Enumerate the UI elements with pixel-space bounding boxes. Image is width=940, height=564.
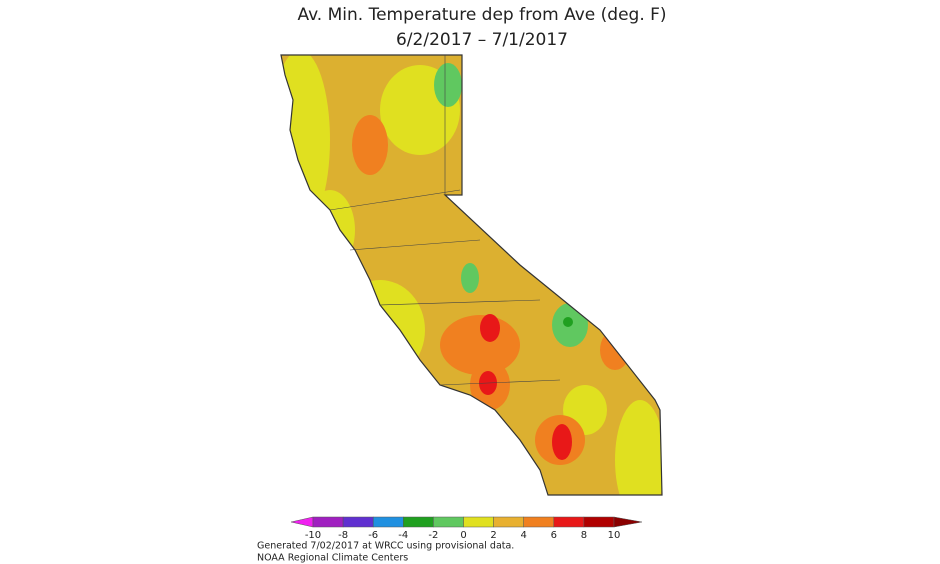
state-border: [280, 54, 663, 496]
colorbar-tick-label: 10: [608, 530, 621, 541]
colorbar-segment: [372, 516, 404, 528]
colorbar-tick-label: -2: [428, 530, 438, 541]
colorbar-segment: [553, 516, 585, 528]
colorbar-tick-label: -6: [368, 530, 378, 541]
colorbar-tick-label: -8: [338, 530, 348, 541]
colorbar-segment: [583, 516, 615, 528]
generated-note: Generated 7/02/2017 at WRCC using provis…: [257, 541, 514, 552]
colorbar-segment: [342, 516, 374, 528]
colorbar-tick-label: 0: [460, 530, 466, 541]
colorbar-tick-label: 4: [521, 530, 527, 541]
temperature-map: [281, 55, 662, 495]
colorbar-segment: [312, 516, 344, 528]
colorbar-tick-label: -4: [398, 530, 408, 541]
colorbar-arrow: [613, 516, 643, 528]
colorbar-segment: [493, 516, 524, 528]
colorbar-tick-label: 6: [551, 530, 557, 541]
colorbar-segment: [433, 516, 464, 528]
colorbar-segment: [523, 516, 555, 528]
colorbar: -10 -8 -6 -4 -2 0 2 4 6 8 10: [290, 516, 643, 541]
colorbar-segment: [403, 516, 434, 528]
county-lines: [329, 55, 561, 386]
colorbar-tick-label: 2: [490, 530, 496, 541]
colorbar-tick-label: -10: [305, 530, 321, 541]
map-title: Av. Min. Temperature dep from Ave (deg. …: [297, 5, 666, 25]
colorbar-tick-label: 8: [581, 530, 587, 541]
map-subtitle: 6/2/2017 – 7/1/2017: [396, 30, 568, 50]
source-note: NOAA Regional Climate Centers: [257, 553, 408, 564]
colorbar-segment: [463, 516, 494, 528]
colorbar-arrow: [290, 516, 314, 528]
